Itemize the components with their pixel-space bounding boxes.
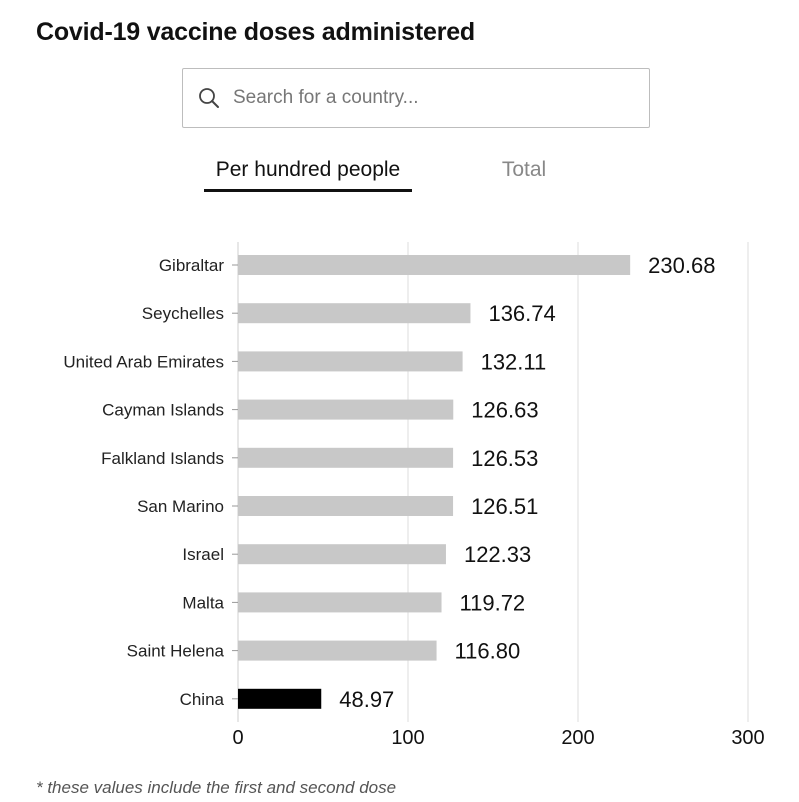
category-label-1: Seychelles	[142, 304, 224, 323]
value-label-8: 116.80	[455, 639, 521, 664]
bar-cayman-islands	[238, 399, 454, 420]
bar-saint-helena	[238, 640, 437, 661]
tab-total[interactable]: Total	[501, 158, 547, 181]
bar-chart: 0 100 200 300 Gibraltar 230.68 Seychelles 136.7…	[63, 242, 765, 749]
bar-united-arab-emirates	[238, 351, 463, 372]
category-label-8: Saint Helena	[127, 642, 225, 661]
x-tick-label-2: 200	[561, 727, 594, 749]
value-label-5: 126.51	[471, 494, 538, 519]
category-label-3: Cayman Islands	[102, 401, 224, 420]
value-label-0: 230.68	[648, 253, 715, 278]
x-tick-label-1: 100	[391, 727, 424, 749]
bar-malta	[238, 592, 442, 613]
tab-per-hundred-people[interactable]: Per hundred people	[204, 158, 412, 192]
search-box[interactable]	[182, 68, 650, 128]
value-label-2: 132.11	[481, 349, 547, 374]
x-tick-label-0: 0	[232, 727, 243, 749]
value-label-9: 48.97	[339, 687, 394, 712]
bar-san-marino	[238, 496, 454, 516]
search-icon	[197, 86, 221, 110]
value-label-1: 136.74	[488, 301, 555, 326]
category-label-7: Malta	[182, 593, 224, 612]
value-label-3: 126.63	[471, 398, 538, 423]
footnote: * these values include the first and sec…	[36, 778, 397, 797]
chart-title: Covid-19 vaccine doses administered	[36, 18, 476, 46]
bar-falkland-islands	[238, 447, 454, 468]
bar-gibraltar	[238, 255, 631, 275]
category-label-4: Falkland Islands	[101, 449, 224, 468]
value-label-6: 122.33	[464, 542, 531, 567]
x-tick-label-3: 300	[731, 727, 764, 749]
category-label-9: China	[180, 690, 225, 709]
value-label-7: 119.72	[460, 590, 526, 615]
bar-china	[238, 688, 322, 709]
bar-israel	[238, 544, 446, 565]
bar-seychelles	[238, 303, 471, 324]
category-label-2: United Arab Emirates	[63, 352, 224, 371]
category-label-5: San Marino	[137, 497, 224, 516]
category-label-6: Israel	[182, 545, 224, 564]
value-label-4: 126.53	[471, 446, 538, 471]
category-label-0: Gibraltar	[159, 256, 225, 275]
search-input[interactable]	[233, 78, 613, 118]
